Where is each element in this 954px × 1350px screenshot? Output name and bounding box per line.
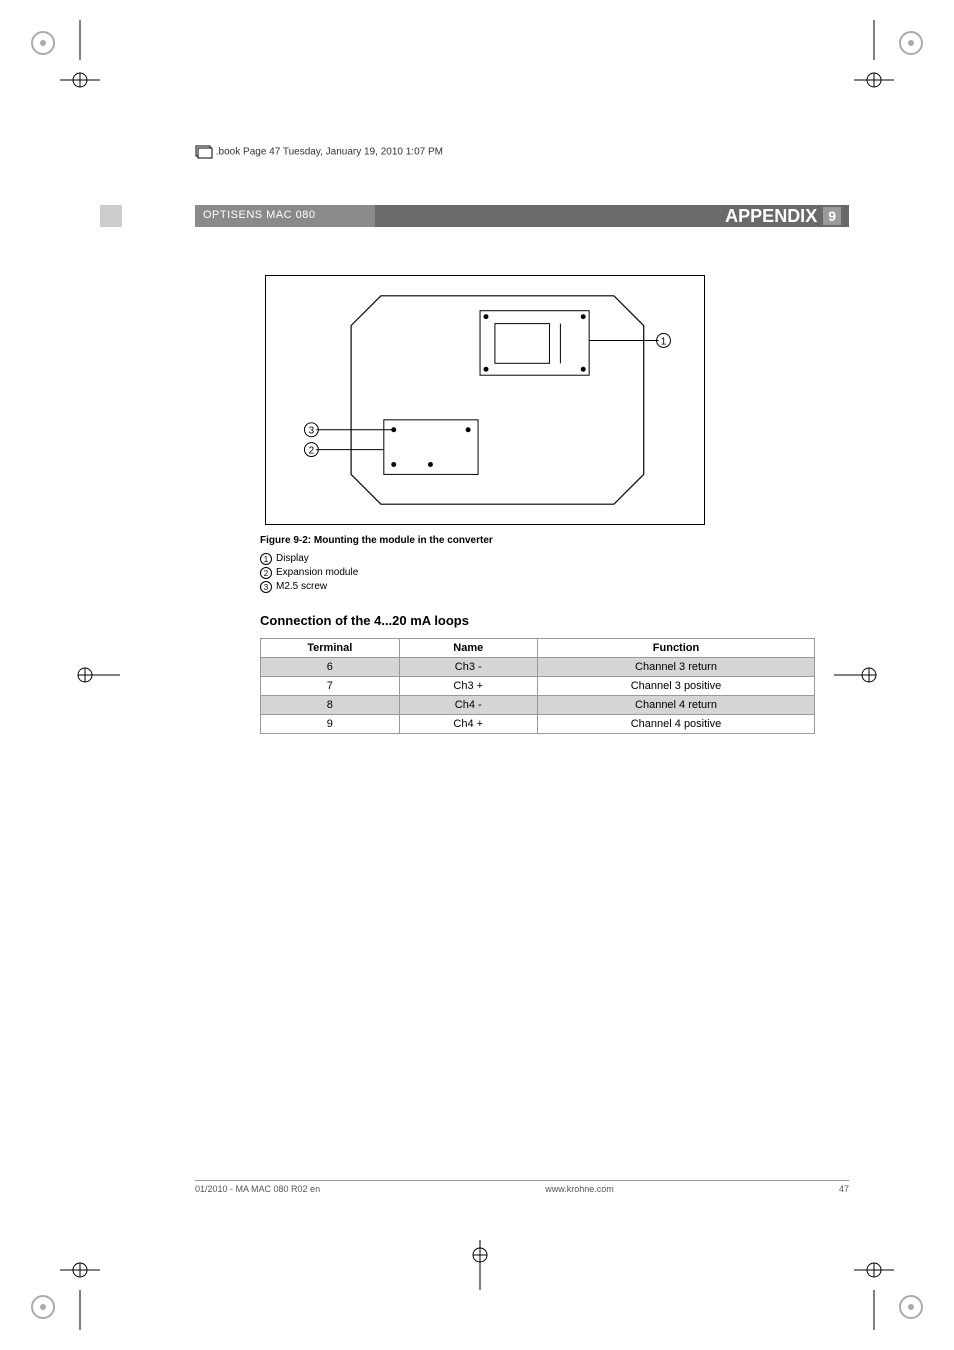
header-stamp: .book Page 47 Tuesday, January 19, 2010 …: [195, 145, 443, 159]
cell: Channel 3 positive: [538, 677, 815, 696]
section-title-text: APPENDIX: [725, 206, 817, 227]
svg-text:3: 3: [309, 426, 315, 437]
legend-num: 3: [260, 581, 272, 593]
section-title: APPENDIX 9: [375, 205, 849, 227]
cell: Channel 3 return: [538, 658, 815, 677]
figure-9-2: 1 3 2: [265, 275, 705, 525]
title-bar: OPTISENS MAC 080 APPENDIX 9: [195, 205, 849, 227]
footer-left: 01/2010 - MA MAC 080 R02 en: [195, 1184, 320, 1194]
cell: Ch3 +: [399, 677, 538, 696]
cell: Channel 4 return: [538, 696, 815, 715]
fold-mark-right: [834, 660, 884, 690]
cell: 6: [261, 658, 400, 677]
cell: Channel 4 positive: [538, 715, 815, 734]
table-row: 9 Ch4 + Channel 4 positive: [261, 715, 815, 734]
figure-legend: 1 Display 2 Expansion module 3 M2.5 scre…: [260, 552, 358, 594]
footer-center: www.krohne.com: [545, 1184, 614, 1194]
reg-circle-tr: [898, 30, 924, 56]
th-name: Name: [399, 639, 538, 658]
legend-text: Expansion module: [276, 566, 358, 580]
svg-text:1: 1: [661, 336, 667, 347]
fold-mark-left: [70, 660, 120, 690]
legend-item: 1 Display: [260, 552, 358, 566]
legend-num: 2: [260, 567, 272, 579]
legend-num: 1: [260, 553, 272, 565]
legend-item: 3 M2.5 screw: [260, 580, 358, 594]
grey-margin-box: [100, 205, 122, 227]
connection-table: Terminal Name Function 6 Ch3 - Channel 3…: [260, 638, 815, 734]
table-row: 7 Ch3 + Channel 3 positive: [261, 677, 815, 696]
cell: 9: [261, 715, 400, 734]
legend-text: M2.5 screw: [276, 580, 327, 594]
th-terminal: Terminal: [261, 639, 400, 658]
table-row: 6 Ch3 - Channel 3 return: [261, 658, 815, 677]
section-number: 9: [823, 207, 841, 225]
header-stamp-text: .book Page 47 Tuesday, January 19, 2010 …: [216, 147, 443, 158]
table-header-row: Terminal Name Function: [261, 639, 815, 658]
table-row: 8 Ch4 - Channel 4 return: [261, 696, 815, 715]
reg-circle-br: [898, 1294, 924, 1320]
doc-model: OPTISENS MAC 080: [195, 205, 375, 227]
reg-circle-bl: [30, 1294, 56, 1320]
footer-right: 47: [839, 1184, 849, 1194]
sub-heading: Connection of the 4...20 mA loops: [260, 613, 469, 628]
cell: 7: [261, 677, 400, 696]
legend-text: Display: [276, 552, 309, 566]
cell: Ch4 -: [399, 696, 538, 715]
figure-caption: Figure 9-2: Mounting the module in the c…: [260, 535, 493, 546]
fold-mark-bottom: [465, 1240, 495, 1290]
th-function: Function: [538, 639, 815, 658]
svg-text:2: 2: [309, 446, 315, 457]
cell: 8: [261, 696, 400, 715]
legend-item: 2 Expansion module: [260, 566, 358, 580]
reg-circle-tl: [30, 30, 56, 56]
cell: Ch4 +: [399, 715, 538, 734]
cell: Ch3 -: [399, 658, 538, 677]
page-footer: 01/2010 - MA MAC 080 R02 en www.krohne.c…: [195, 1180, 849, 1194]
